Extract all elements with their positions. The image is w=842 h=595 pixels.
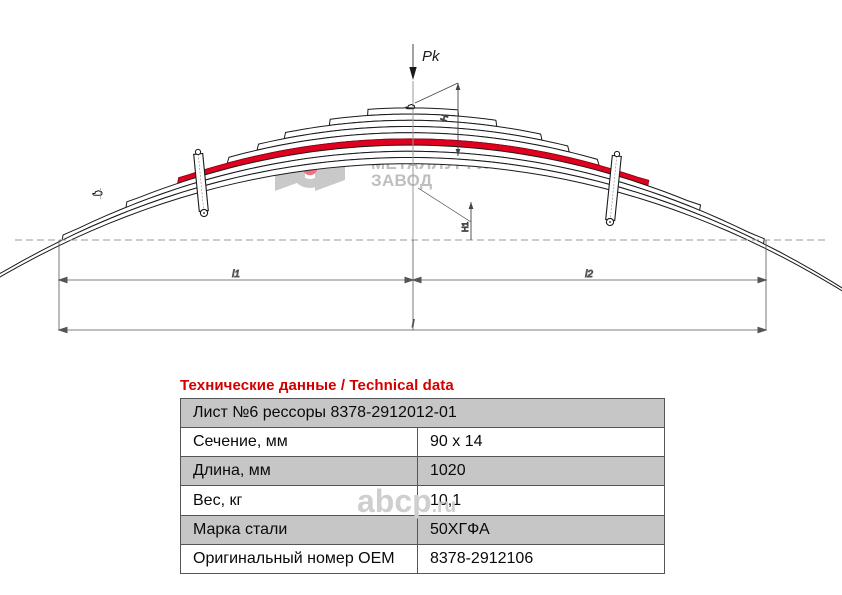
svg-text:ЗАВОД: ЗАВОД	[371, 171, 432, 190]
svg-text:Pk: Pk	[422, 48, 441, 65]
svg-text:l2: l2	[585, 269, 593, 280]
svg-text:l: l	[412, 319, 415, 330]
svg-text:l1: l1	[232, 269, 240, 280]
svg-text:H1: H1	[461, 221, 470, 232]
